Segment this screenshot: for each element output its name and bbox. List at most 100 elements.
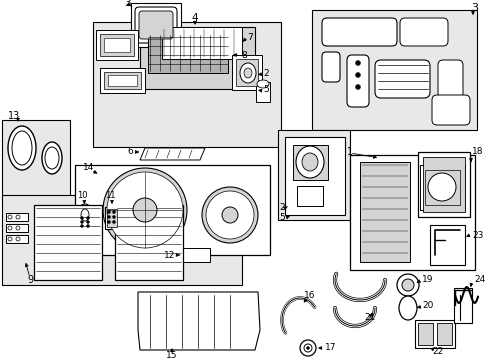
Ellipse shape bbox=[8, 237, 12, 241]
Text: 5: 5 bbox=[263, 85, 268, 94]
Ellipse shape bbox=[77, 204, 93, 226]
FancyBboxPatch shape bbox=[374, 60, 429, 98]
Text: 22: 22 bbox=[431, 347, 443, 356]
Bar bbox=[349, 155, 474, 270]
Text: 8: 8 bbox=[241, 50, 246, 59]
Ellipse shape bbox=[202, 187, 258, 243]
Bar bbox=[453, 288, 471, 323]
Bar bbox=[292, 145, 327, 180]
Ellipse shape bbox=[133, 198, 157, 222]
Text: 3: 3 bbox=[470, 3, 478, 13]
Bar bbox=[417, 323, 432, 345]
Polygon shape bbox=[140, 148, 204, 160]
Ellipse shape bbox=[396, 274, 418, 296]
Ellipse shape bbox=[107, 211, 110, 213]
Bar bbox=[6, 235, 28, 243]
Text: 3: 3 bbox=[123, 0, 130, 8]
Text: 23: 23 bbox=[471, 230, 482, 239]
Ellipse shape bbox=[81, 225, 83, 228]
Text: 19: 19 bbox=[421, 275, 433, 284]
Ellipse shape bbox=[8, 226, 12, 230]
Ellipse shape bbox=[244, 68, 251, 78]
Ellipse shape bbox=[86, 220, 89, 224]
Ellipse shape bbox=[355, 85, 360, 90]
FancyBboxPatch shape bbox=[135, 7, 177, 43]
Text: 24: 24 bbox=[473, 275, 484, 284]
Bar bbox=[100, 68, 145, 93]
Ellipse shape bbox=[81, 216, 83, 220]
Bar bbox=[278, 130, 349, 220]
Bar bbox=[285, 137, 345, 215]
Bar bbox=[108, 75, 137, 86]
Ellipse shape bbox=[16, 215, 20, 219]
Ellipse shape bbox=[81, 209, 89, 221]
Ellipse shape bbox=[16, 226, 20, 230]
Ellipse shape bbox=[304, 344, 311, 352]
Bar bbox=[96, 30, 138, 60]
Bar bbox=[296, 186, 323, 206]
Text: 17: 17 bbox=[325, 343, 336, 352]
Bar bbox=[104, 38, 130, 52]
Text: 21: 21 bbox=[364, 314, 375, 323]
Text: 1: 1 bbox=[346, 147, 352, 157]
Ellipse shape bbox=[86, 225, 89, 228]
Text: 5: 5 bbox=[279, 213, 285, 222]
Bar bbox=[162, 27, 242, 59]
Text: 12: 12 bbox=[163, 251, 175, 260]
Text: 13: 13 bbox=[8, 111, 20, 121]
Text: 15: 15 bbox=[166, 351, 177, 360]
Bar bbox=[75, 165, 269, 255]
Ellipse shape bbox=[8, 126, 36, 170]
Ellipse shape bbox=[257, 80, 268, 88]
Bar bbox=[148, 33, 227, 73]
Bar bbox=[436, 323, 451, 345]
Ellipse shape bbox=[81, 220, 83, 224]
Ellipse shape bbox=[240, 63, 256, 83]
Ellipse shape bbox=[222, 207, 238, 223]
Text: 2: 2 bbox=[263, 68, 268, 77]
Ellipse shape bbox=[302, 153, 317, 171]
Ellipse shape bbox=[8, 215, 12, 219]
Ellipse shape bbox=[107, 220, 110, 224]
Bar bbox=[107, 209, 117, 227]
Ellipse shape bbox=[107, 172, 183, 248]
Ellipse shape bbox=[103, 168, 186, 252]
Ellipse shape bbox=[16, 237, 20, 241]
Text: 11: 11 bbox=[104, 190, 115, 199]
Bar bbox=[414, 320, 454, 348]
Ellipse shape bbox=[112, 211, 115, 213]
Bar bbox=[2, 120, 70, 200]
Text: 20: 20 bbox=[421, 302, 432, 310]
Bar bbox=[104, 72, 141, 89]
Bar bbox=[429, 225, 464, 265]
Ellipse shape bbox=[295, 146, 324, 178]
Bar bbox=[6, 224, 28, 232]
Text: 6: 6 bbox=[127, 148, 133, 157]
Text: 14: 14 bbox=[83, 163, 94, 172]
Bar bbox=[419, 165, 464, 210]
Text: 16: 16 bbox=[304, 291, 315, 300]
Ellipse shape bbox=[299, 340, 315, 356]
Ellipse shape bbox=[427, 173, 455, 201]
Ellipse shape bbox=[355, 72, 360, 77]
FancyBboxPatch shape bbox=[321, 18, 396, 46]
Bar bbox=[131, 3, 181, 47]
Bar bbox=[140, 27, 254, 89]
Ellipse shape bbox=[205, 191, 253, 239]
FancyBboxPatch shape bbox=[346, 55, 368, 107]
Bar bbox=[236, 59, 258, 86]
Ellipse shape bbox=[112, 220, 115, 224]
Polygon shape bbox=[138, 292, 260, 350]
Ellipse shape bbox=[42, 142, 62, 174]
Text: 2: 2 bbox=[279, 203, 285, 212]
Bar bbox=[2, 195, 242, 285]
Text: 10: 10 bbox=[77, 190, 87, 199]
FancyBboxPatch shape bbox=[139, 11, 173, 39]
Bar bbox=[100, 34, 134, 56]
Bar bbox=[256, 82, 269, 102]
Bar bbox=[417, 152, 469, 217]
Bar bbox=[93, 22, 281, 147]
Ellipse shape bbox=[112, 216, 115, 219]
Ellipse shape bbox=[107, 216, 110, 219]
Bar bbox=[422, 157, 464, 212]
